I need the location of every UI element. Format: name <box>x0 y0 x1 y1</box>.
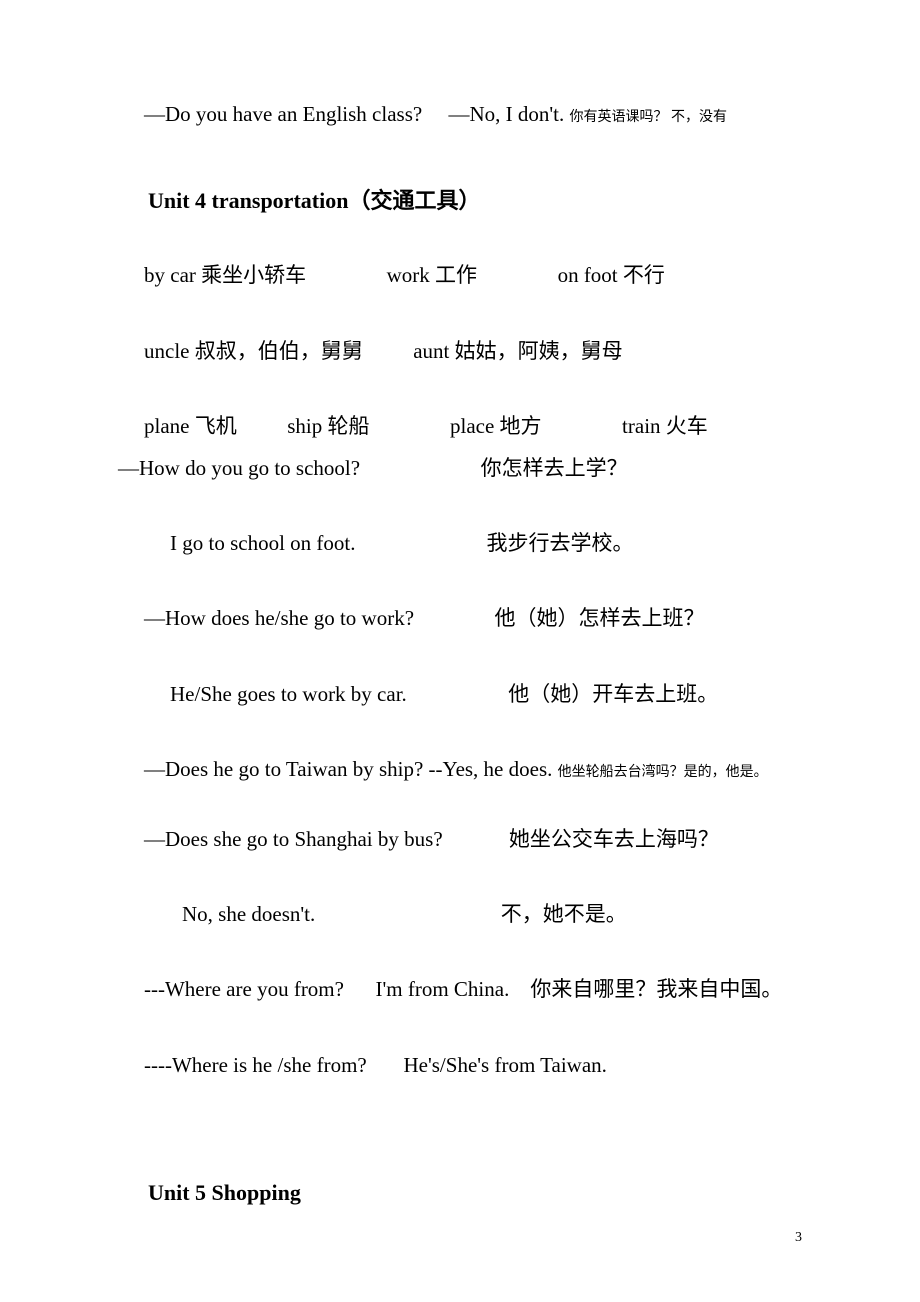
chinese-text: 他（她）开车去上班。 <box>508 682 718 706</box>
vocab: uncle 叔叔，伯伯，舅舅 <box>144 339 363 363</box>
sentence-line: No, she doesn't. 不，她不是。 <box>182 900 802 929</box>
english-text: —Does she go to Shanghai by bus? <box>144 827 443 851</box>
english-text: —Do you have an English class? <box>144 102 422 126</box>
vocab: ship 轮船 <box>287 414 369 438</box>
english-text: No, she doesn't. <box>182 902 315 926</box>
page-number: 3 <box>795 1230 802 1246</box>
english-text: ----Where is he /she from? <box>144 1053 367 1077</box>
unit4-heading: Unit 4 transportation（交通工具） <box>148 183 802 215</box>
sentence-line: —How does he/she go to work? 他（她）怎样去上班？ <box>144 604 802 633</box>
chinese-text: 你怎样去上学？ <box>481 456 628 480</box>
sentence-line: ----Where is he /she from? He's/She's fr… <box>144 1051 802 1080</box>
chinese-text: 她坐公交车去上海吗？ <box>509 827 719 851</box>
vocab-line: plane 飞机 ship 轮船 place 地方 train 火车 <box>144 412 802 441</box>
vocab: place 地方 <box>450 414 542 438</box>
vocab: on foot 不行 <box>558 263 665 287</box>
english-text: —How do you go to school? <box>118 456 360 480</box>
chinese-text: 不，她不是。 <box>501 902 627 926</box>
english-text: —How does he/she go to work? <box>144 606 414 630</box>
vocab: plane 飞机 <box>144 414 237 438</box>
text-line: —Do you have an English class? —No, I do… <box>144 100 802 129</box>
english-text: —Does he go to Taiwan by ship? --Yes, he… <box>144 757 552 781</box>
sentence-line: He/She goes to work by car. 他（她）开车去上班。 <box>170 680 802 709</box>
sentence-line: I go to school on foot. 我步行去学校。 <box>170 529 802 558</box>
chinese-text: 他（她）怎样去上班？ <box>495 606 705 630</box>
english-text: I'm from China. <box>375 977 509 1001</box>
sentence-line: —Does she go to Shanghai by bus? 她坐公交车去上… <box>144 825 802 854</box>
document-page: —Do you have an English class? —No, I do… <box>0 0 920 1302</box>
english-text: He's/She's from Taiwan. <box>403 1053 606 1077</box>
english-text: —No, I don't. <box>448 102 564 126</box>
chinese-text: 你来自哪里？我来自中国。 <box>530 977 782 1001</box>
english-text: ---Where are you from? <box>144 977 344 1001</box>
english-text: I go to school on foot. <box>170 531 355 555</box>
sentence-line: —How do you go to school? 你怎样去上学？ <box>118 454 802 483</box>
chinese-text: 我步行去学校。 <box>486 531 633 555</box>
vocab: aunt 姑姑，阿姨，舅母 <box>413 339 622 363</box>
vocab-line: uncle 叔叔，伯伯，舅舅 aunt 姑姑，阿姨，舅母 <box>144 337 802 366</box>
sentence-line: ---Where are you from? I'm from China. 你… <box>144 975 802 1004</box>
vocab: work 工作 <box>387 263 477 287</box>
vocab: by car 乘坐小轿车 <box>144 263 306 287</box>
vocab-line: by car 乘坐小轿车 work 工作 on foot 不行 <box>144 261 802 290</box>
unit5-heading: Unit 5 Shopping <box>148 1180 802 1206</box>
english-text: He/She goes to work by car. <box>170 682 407 706</box>
chinese-text: 他坐轮船去台湾吗？是的，他是。 <box>558 765 768 780</box>
chinese-text: 你有英语课吗？ 不，没有 <box>569 110 727 125</box>
sentence-line: —Does he go to Taiwan by ship? --Yes, he… <box>144 755 802 784</box>
vocab: train 火车 <box>622 414 708 438</box>
